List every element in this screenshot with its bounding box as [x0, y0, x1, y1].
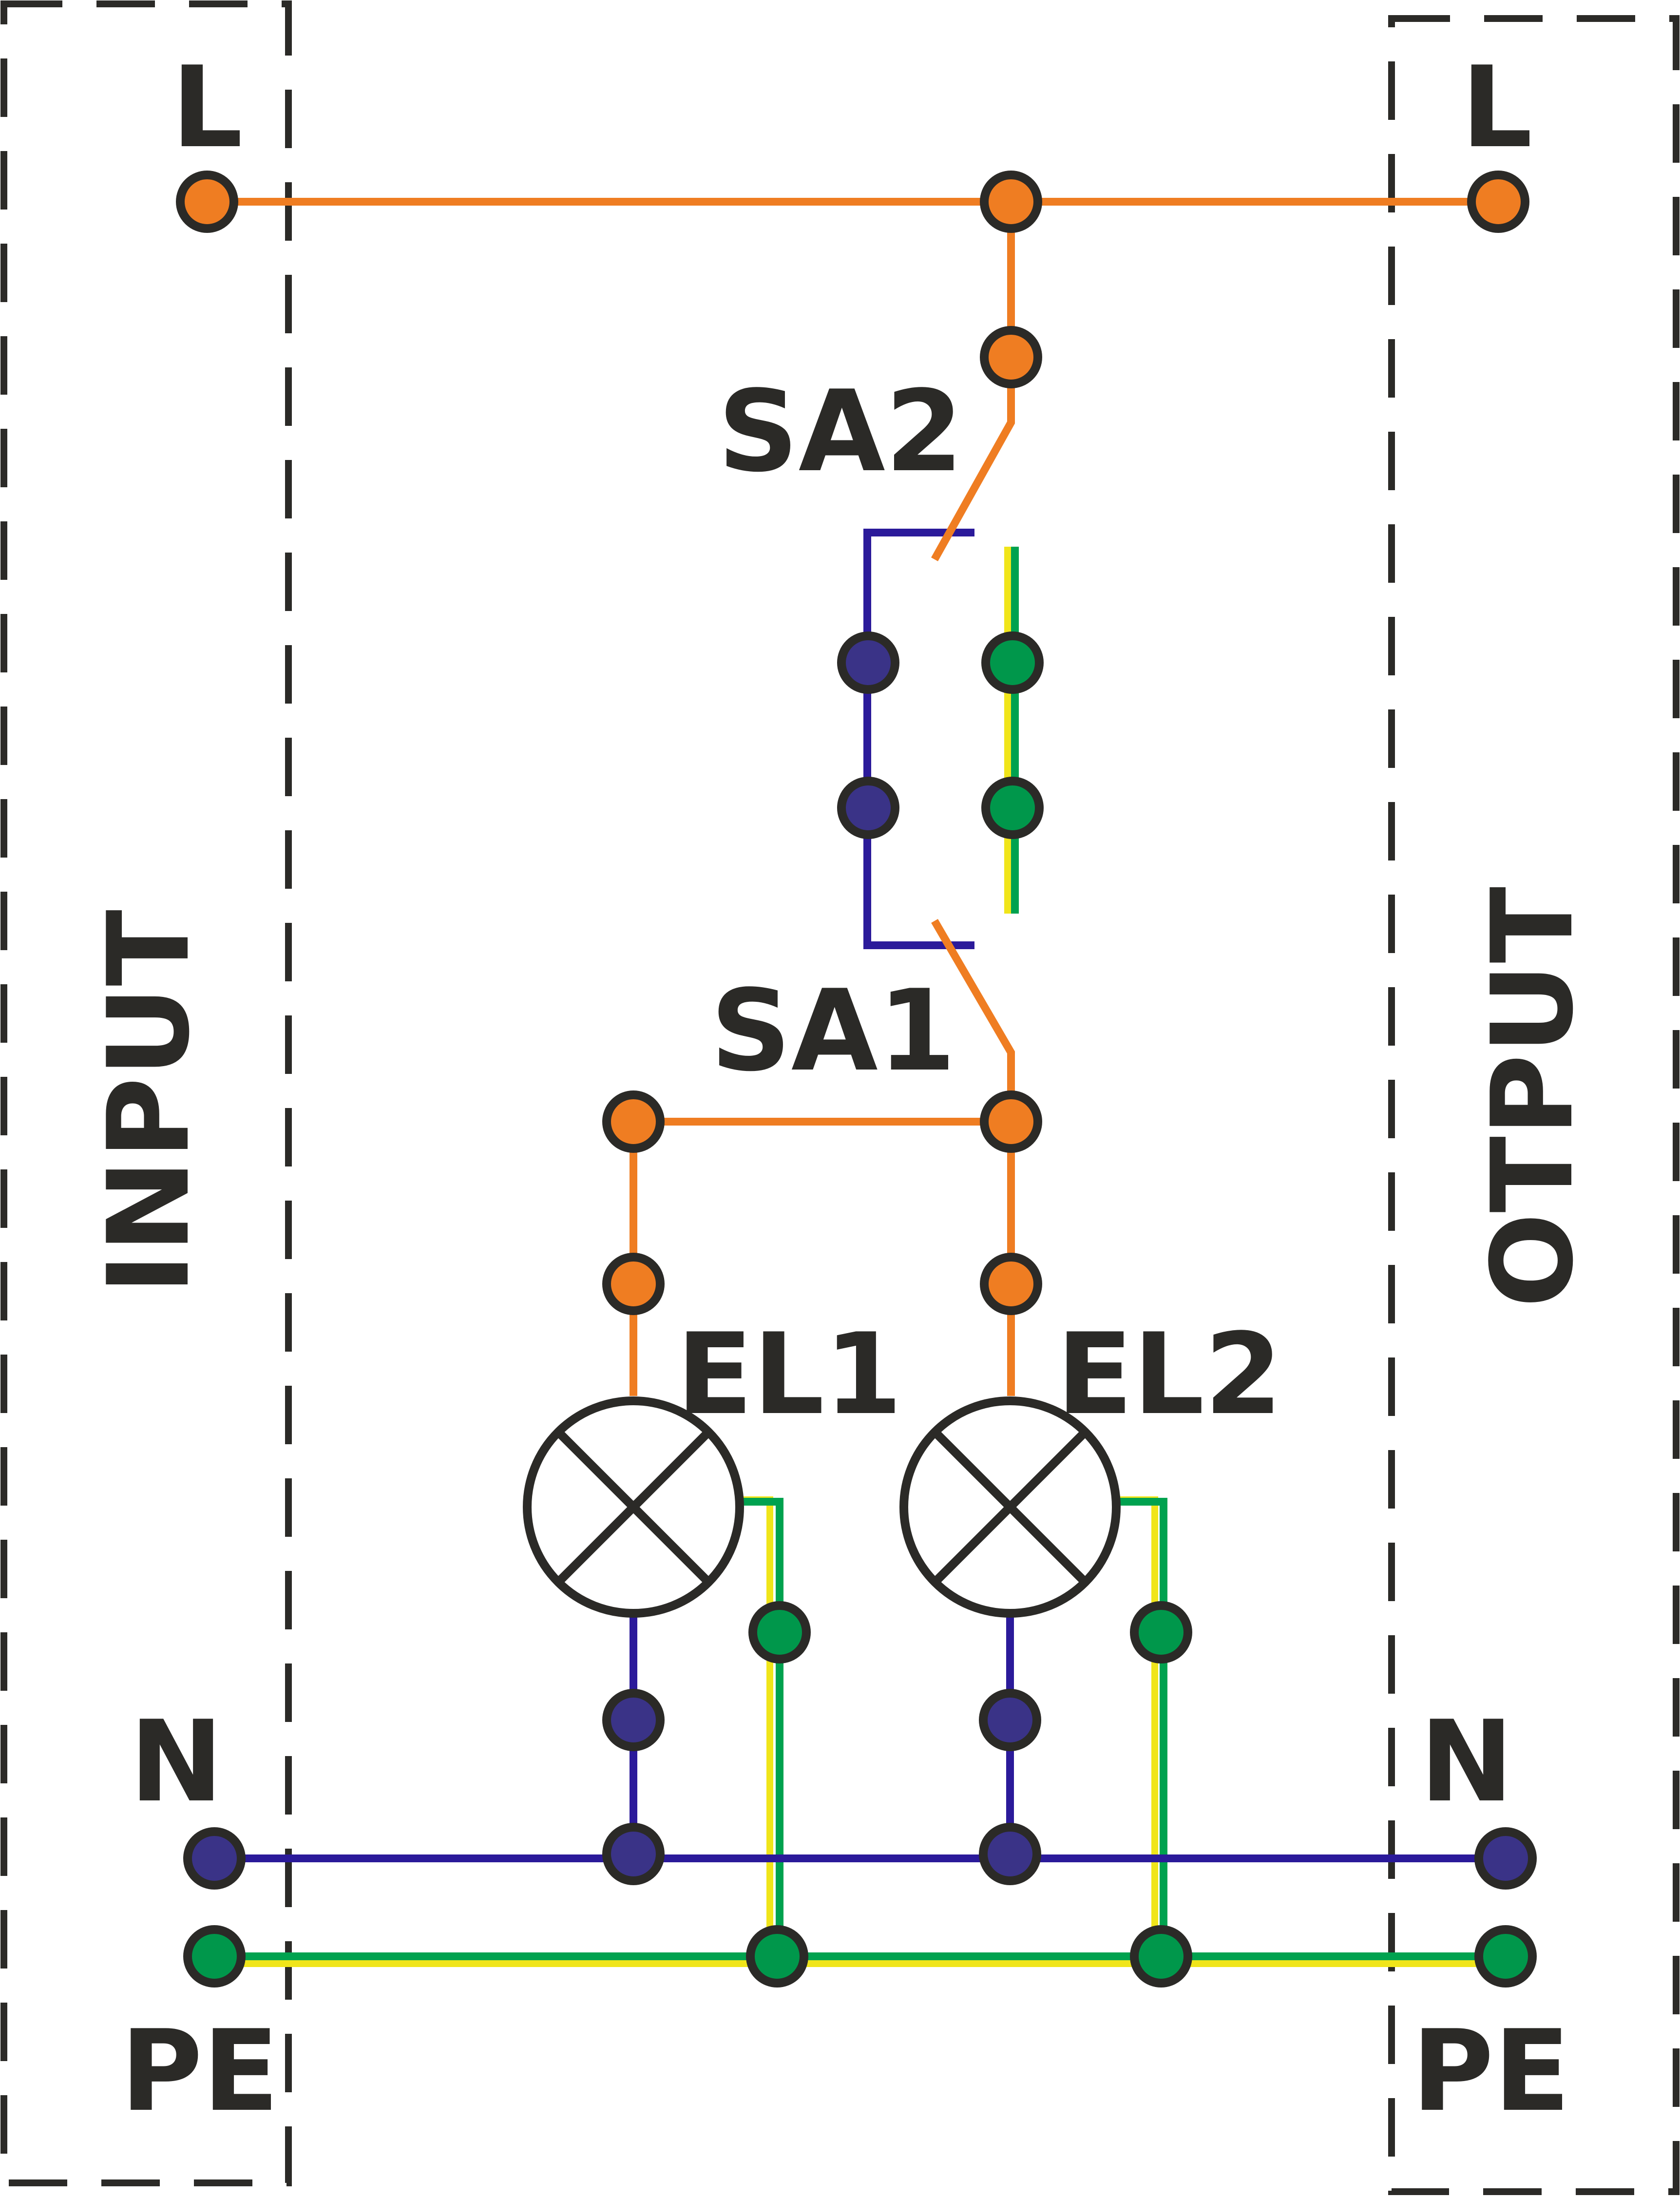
terminal-output-pe — [1474, 1925, 1537, 1988]
input-enclosure — [0, 0, 292, 2186]
terminal-output-n — [1474, 1827, 1537, 1890]
neutral-switch-loop — [863, 529, 974, 949]
terminal-switch-neutral-top — [837, 631, 899, 694]
output-enclosure-label: OTPUT — [1468, 887, 1598, 1308]
earth-el2-yellow — [1118, 1496, 1158, 1956]
input-pe-label: PE — [120, 2007, 279, 2137]
terminal-el1-earth — [748, 1601, 811, 1663]
input-enclosure-label: INPUT — [84, 910, 214, 1295]
lamp-el1-symbol — [523, 1396, 744, 1618]
sa2-label: SA2 — [718, 367, 963, 497]
input-l-label: L — [172, 43, 243, 173]
output-enclosure — [1388, 15, 1680, 2195]
terminal-el2-phase — [980, 1253, 1042, 1315]
terminal-input-pe — [183, 1925, 246, 1988]
terminal-sa1-output — [980, 1090, 1042, 1153]
el2-label: EL2 — [1056, 1310, 1282, 1440]
terminal-sa2-input — [980, 326, 1042, 388]
terminal-pe-junction-2 — [1130, 1925, 1192, 1988]
earth-el2-green — [1118, 1498, 1167, 1956]
terminal-el1-neutral — [602, 1689, 665, 1751]
terminal-el2-neutral — [979, 1689, 1041, 1751]
neutral-wires — [214, 529, 1506, 1862]
output-n-label: N — [1420, 1697, 1514, 1827]
phase-sa2-lead — [931, 202, 1015, 561]
phase-terminals — [176, 171, 1529, 1315]
terminal-n-junction-2 — [979, 1823, 1041, 1885]
lamp-el2-symbol — [899, 1396, 1121, 1618]
earth-wires — [210, 547, 1506, 1967]
output-pe-label: PE — [1412, 2007, 1570, 2137]
terminal-input-n — [183, 1827, 246, 1890]
neutral-terminals — [183, 631, 1537, 1890]
terminal-input-l — [176, 171, 238, 233]
terminal-pe-junction-1 — [746, 1925, 808, 1988]
terminal-el2-earth — [1130, 1601, 1192, 1663]
input-n-label: N — [130, 1697, 224, 1827]
terminal-switch-earth-top — [981, 631, 1044, 694]
terminal-n-junction-1 — [602, 1823, 665, 1885]
earth-terminals — [183, 631, 1537, 1988]
earth-el1-yellow — [741, 1496, 773, 1956]
earth-el1-green — [741, 1498, 783, 1956]
output-l-label: L — [1461, 43, 1533, 173]
terminal-output-l — [1467, 171, 1529, 233]
terminal-el1-phase — [602, 1253, 665, 1315]
terminal-l-junction — [980, 171, 1042, 233]
sa1-label: SA1 — [710, 966, 956, 1096]
el1-label: EL1 — [676, 1310, 902, 1440]
labels: L L N N PE PE SA2 SA1 EL1 EL2 INPUT OTPU… — [84, 43, 1598, 2137]
terminal-bridge-left — [602, 1090, 665, 1153]
terminal-switch-earth-bottom — [981, 777, 1044, 839]
terminal-switch-neutral-bottom — [837, 777, 899, 839]
